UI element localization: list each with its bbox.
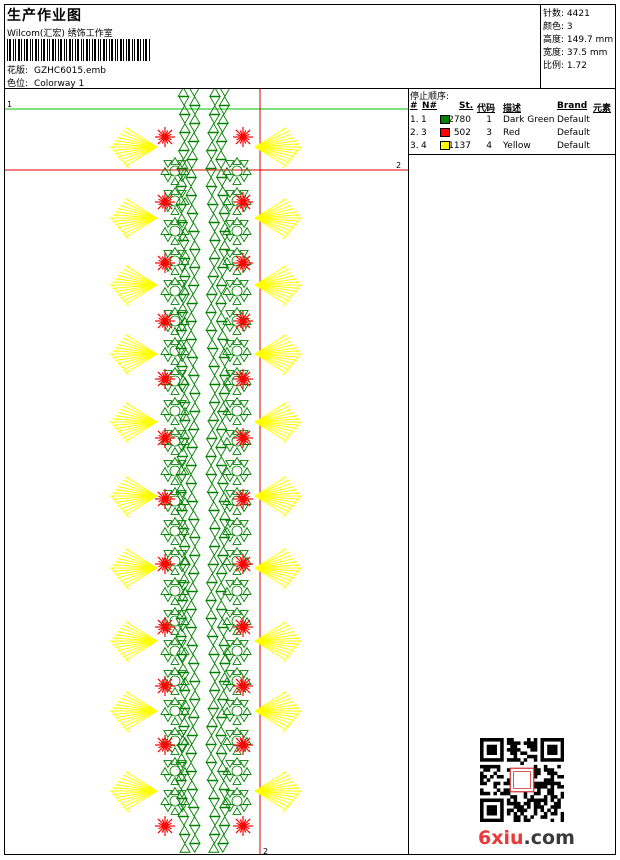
stat-label: 颜色: <box>543 22 565 32</box>
colorway-line: 色位: Colorway 1 <box>7 76 84 89</box>
col-header-stitches: St. <box>459 101 474 111</box>
stop-cell-st: 502 <box>453 128 471 138</box>
stop-cell-n: 3 <box>421 128 427 138</box>
page-frame <box>4 4 616 855</box>
stop-row: 3. 4 1137 4 Yellow Default <box>409 140 616 152</box>
barcode-image <box>7 39 150 61</box>
panel-divider <box>408 88 409 855</box>
stop-cell-code: 3 <box>486 128 492 138</box>
color-swatch <box>440 128 450 137</box>
company-name: Wilcom(汇宏) 绣饰工作室 <box>7 29 113 39</box>
col-header-element: 元素 <box>593 104 612 114</box>
col-header-desc: 描述 <box>503 104 522 114</box>
colorway-value: Colorway 1 <box>34 79 85 89</box>
stop-cell-code: 1 <box>486 115 492 125</box>
stop-cell-st: 1137 <box>448 141 471 151</box>
design-file-value: GZHC6015.emb <box>34 66 106 76</box>
stat-value: 4421 <box>566 9 590 19</box>
stat-colors: 颜色: 3 <box>543 19 573 32</box>
col-header-brand: Brand <box>557 101 588 111</box>
stop-cell-desc: Dark Green <box>503 115 555 125</box>
stop-cell-desc: Red <box>503 128 521 138</box>
qr-code-image <box>480 738 564 822</box>
stop-cell-code: 4 <box>486 141 492 151</box>
stop-cell-desc: Yellow <box>503 141 531 151</box>
svg-text:2: 2 <box>263 847 268 854</box>
stop-cell-brand: Default <box>557 141 590 151</box>
design-file-line: 花版: GZHC6015.emb <box>7 63 106 76</box>
stat-value: 3 <box>566 22 573 32</box>
stop-cell-num: 3. <box>410 141 419 151</box>
design-stats: 针数: 4421 颜色: 3 高度: 149.7 mm 宽度: 37.5 mm … <box>540 4 616 88</box>
stop-cell-brand: Default <box>557 128 590 138</box>
stops-divider <box>408 154 616 155</box>
watermark-part: .com <box>523 827 575 849</box>
col-header-code: 代码 <box>477 104 496 114</box>
watermark-logo: 6xiu.com <box>478 827 575 849</box>
color-swatch <box>440 115 450 124</box>
svg-text:2: 2 <box>396 161 401 170</box>
col-header-num: # <box>410 101 418 111</box>
header-divider <box>4 88 616 89</box>
stat-label: 针数: <box>543 9 565 19</box>
stat-label: 宽度: <box>543 48 565 58</box>
stop-row: 2. 3 502 3 Red Default <box>409 127 616 139</box>
stop-sequence-title: 停止顺序: <box>410 92 450 102</box>
stop-cell-st: 2780 <box>448 115 471 125</box>
stop-row: 1. 1 2780 1 Dark Green Default <box>409 114 616 126</box>
stat-label: 比例: <box>543 61 565 71</box>
stat-scale: 比例: 1.72 <box>543 58 587 71</box>
col-header-n: N# <box>422 101 438 111</box>
stat-value: 37.5 mm <box>566 48 608 58</box>
stat-stitches: 针数: 4421 <box>543 6 590 19</box>
stat-value: 149.7 mm <box>566 35 614 45</box>
stat-width: 宽度: 37.5 mm <box>543 45 607 58</box>
stop-sequence-table: 停止顺序: # N# St. 代码 描述 Brand 元素 1. 1 2780 1 Da… <box>409 89 616 154</box>
stop-cell-brand: Default <box>557 115 590 125</box>
stop-cell-num: 2. <box>410 128 419 138</box>
header-info: 生产作业图 Wilcom(汇宏) 绣饰工作室 花版: GZHC6015.emb 色… <box>7 5 537 89</box>
colorway-label: 色位: <box>7 79 29 89</box>
stop-cell-num: 1. <box>410 115 419 125</box>
design-file-label: 花版: <box>7 66 29 76</box>
stop-cell-n: 1 <box>421 115 427 125</box>
svg-text:1: 1 <box>7 100 12 109</box>
embroidery-design-canvas: 1 2 2 <box>5 89 408 854</box>
page-title: 生产作业图 <box>7 8 82 24</box>
stop-cell-n: 4 <box>421 141 427 151</box>
embroidery-pattern: 1 2 2 <box>5 89 408 854</box>
stat-height: 高度: 149.7 mm <box>543 32 613 45</box>
stat-label: 高度: <box>543 35 565 45</box>
color-swatch <box>440 141 450 150</box>
stat-value: 1.72 <box>566 61 587 71</box>
watermark-part: xiu <box>491 827 524 849</box>
watermark-part: 6 <box>478 827 492 849</box>
